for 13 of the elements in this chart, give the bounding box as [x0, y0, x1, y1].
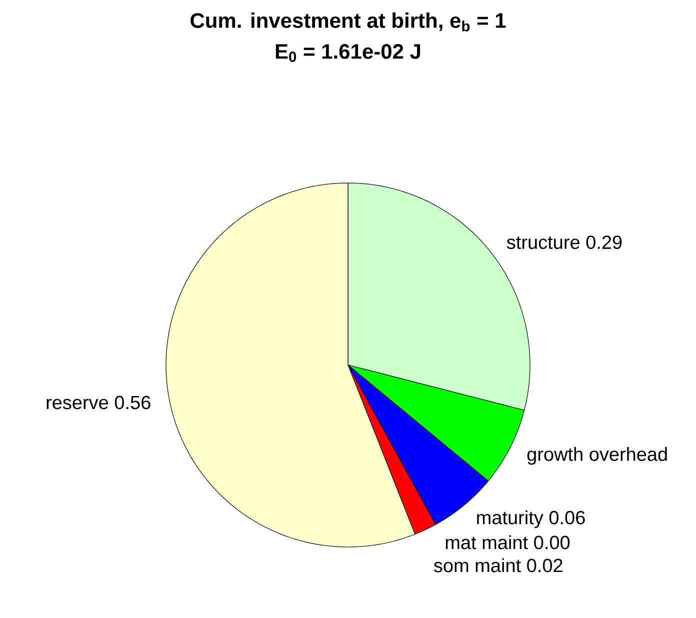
slice-label: structure	[506, 236, 580, 250]
chart-title: Cum. investment at birth, e$_{b}$ = 1	[190, 12, 506, 32]
data-label: 0.06	[549, 510, 585, 524]
slice-label: growth overhead	[527, 447, 667, 465]
slice-label: som maint	[434, 558, 521, 572]
text: 0.00	[534, 536, 570, 550]
data-label: 0.02	[527, 558, 562, 572]
slice-label: maturity	[477, 510, 544, 528]
chart-subtitle: E$_{0}$ = 1.61e-02 J	[276, 44, 420, 62]
data-label: 0.56	[114, 396, 150, 410]
slice-label: reserve	[46, 398, 108, 410]
data-label: 0.29	[586, 236, 622, 250]
category-label: mat maint	[446, 535, 528, 550]
